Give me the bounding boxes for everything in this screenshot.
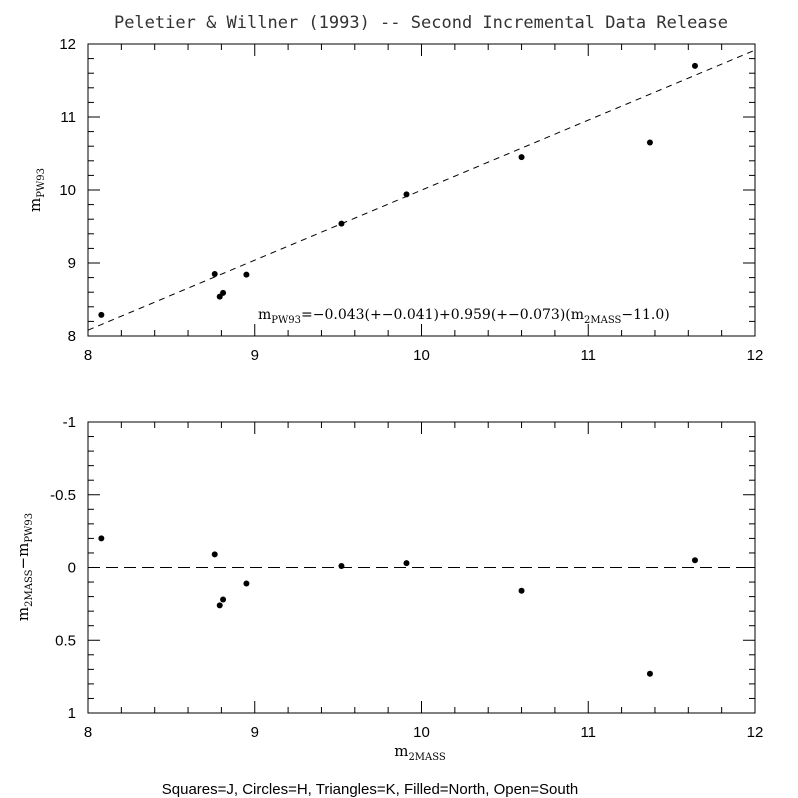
data-point <box>338 220 345 227</box>
y-tick-label: 0 <box>68 560 76 577</box>
x-tick-label: 10 <box>413 724 430 741</box>
data-point <box>518 587 525 594</box>
data-point <box>216 602 223 609</box>
bottom-y-axis-label: m2MASS−mPW93 <box>14 513 35 621</box>
x-tick-label: 12 <box>747 347 764 364</box>
data-point <box>220 289 227 296</box>
data-point <box>403 560 410 567</box>
y-tick-label: 12 <box>59 36 76 53</box>
data-point <box>518 154 525 161</box>
fit-equation: mPW93=−0.043(+−0.041)+0.959(+−0.073)(m2M… <box>258 307 670 326</box>
data-point <box>211 270 218 277</box>
x-tick-label: 12 <box>747 724 764 741</box>
data-point <box>98 311 105 318</box>
data-point <box>403 191 410 198</box>
data-point <box>243 580 250 587</box>
x-tick-label: 11 <box>580 724 596 741</box>
y-tick-label: 8 <box>68 328 76 345</box>
y-tick-label: -1 <box>63 414 76 431</box>
figure-title: Peletier & Willner (1993) -- Second Incr… <box>114 13 728 33</box>
x-tick-label: 9 <box>251 724 259 741</box>
data-point <box>98 535 105 542</box>
bottom-tick-labels: 8 9 10 11 12 -1 -0.5 0 0.5 1 <box>50 414 763 741</box>
top-plot-frame <box>87 43 756 337</box>
top-y-axis-label: mPW93 <box>26 168 47 212</box>
data-point <box>646 139 653 146</box>
data-point <box>646 670 653 677</box>
bottom-data-points <box>98 535 698 677</box>
y-tick-label: 11 <box>60 109 76 126</box>
y-tick-label: -0.5 <box>50 487 76 504</box>
x-tick-label: 10 <box>413 347 430 364</box>
data-point <box>243 271 250 278</box>
x-tick-label: 9 <box>251 347 259 364</box>
bottom-x-axis-label: m2MASS <box>394 742 446 763</box>
top-tick-labels: 8 9 10 11 12 8 9 10 11 12 <box>59 36 763 364</box>
x-tick-label: 8 <box>84 724 92 741</box>
top-axis-ticks <box>87 43 756 337</box>
y-tick-label: 1 <box>68 705 76 722</box>
top-panel: 8 9 10 11 12 8 9 10 11 12 mPW93 mPW93=−0.043(+−0.… <box>26 36 763 364</box>
x-tick-label: 11 <box>580 347 596 364</box>
top-data-points <box>98 62 698 318</box>
data-point <box>691 62 698 69</box>
data-point <box>220 596 227 603</box>
x-tick-label: 8 <box>84 347 92 364</box>
y-tick-label: 10 <box>59 182 76 199</box>
bottom-panel: 8 9 10 11 12 -1 -0.5 0 0.5 1 m2MASS−mPW93 m2MASS <box>14 414 763 763</box>
y-tick-label: 9 <box>68 255 76 272</box>
data-point <box>691 557 698 564</box>
top-fit-line <box>87 49 756 331</box>
marker-legend-note: Squares=J, Circles=H, Triangles=K, Fille… <box>162 781 578 798</box>
bottom-axis-ticks <box>87 421 756 714</box>
data-point <box>211 551 218 558</box>
y-tick-label: 0.5 <box>55 632 76 649</box>
data-point <box>338 563 345 570</box>
